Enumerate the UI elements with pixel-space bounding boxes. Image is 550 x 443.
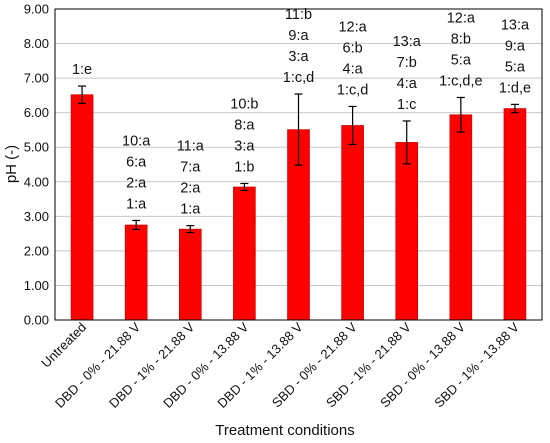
y-tick-label: 9.00 [24,2,49,17]
significance-label: 13:a [501,17,530,33]
significance-label: 11:b [285,7,312,23]
significance-label: 7:b [397,55,417,71]
significance-label: 12:a [447,10,476,26]
bars [70,94,527,321]
bar [70,94,94,321]
significance-label: 10:a [122,133,151,149]
significance-label: 3:a [234,139,255,155]
y-axis-title: pH (-) [3,145,20,183]
significance-label: 1:a [180,202,201,218]
significance-label: 5:a [451,52,472,68]
significance-label: 1:b [234,160,254,176]
error-bars [78,85,519,234]
significance-label: 12:a [338,19,367,35]
bar [503,108,527,321]
y-tick-label: 8.00 [24,36,49,51]
y-tick-label: 1.00 [24,278,49,293]
significance-label: 13:a [393,34,422,50]
y-tick-label: 3.00 [24,209,49,224]
significance-labels: 1:e 10:a 6:a 2:a 1:a 11:a 7:a 2:a 1:a 10:b 8:a 3:a 1… [72,7,531,218]
plot-frame [54,8,543,321]
y-tick-label: 0.00 [24,313,49,328]
significance-label: 1:c [397,97,416,113]
significance-label: 5:a [505,59,526,75]
significance-label: 1:a [126,196,147,212]
significance-label: 4:a [397,76,418,92]
y-tick-label: 2.00 [24,243,49,258]
significance-label: 9:a [505,38,526,54]
significance-label: 1:c,d [337,82,368,98]
significance-label: 1:d,e [499,80,531,96]
y-tick-label: 6.00 [24,105,49,120]
significance-label: 9:a [288,28,309,44]
x-axis-title: Treatment conditions [215,422,355,439]
significance-label: 7:a [180,160,201,176]
y-tick-label: 4.00 [24,174,49,189]
bar [395,142,419,321]
significance-label: 11:a [177,139,205,155]
significance-label: 1:c,d [283,70,314,86]
y-tick-label: 5.00 [24,140,49,155]
bar [449,114,473,321]
y-tick-label: 7.00 [24,71,49,86]
significance-label: 2:a [180,181,201,197]
significance-label: 8:a [234,118,255,134]
bar [124,224,148,321]
significance-label: 1:c,d,e [439,73,483,89]
bar [178,228,202,321]
significance-label: 6:a [126,154,147,170]
significance-label: 1:e [72,62,92,78]
significance-label: 8:b [451,31,471,47]
significance-label: 6:b [343,40,363,56]
bar [341,125,364,321]
significance-label: 2:a [126,175,147,191]
significance-label: 3:a [288,49,309,65]
significance-label: 4:a [343,61,364,77]
bar [233,186,256,321]
significance-label: 10:b [230,97,258,113]
